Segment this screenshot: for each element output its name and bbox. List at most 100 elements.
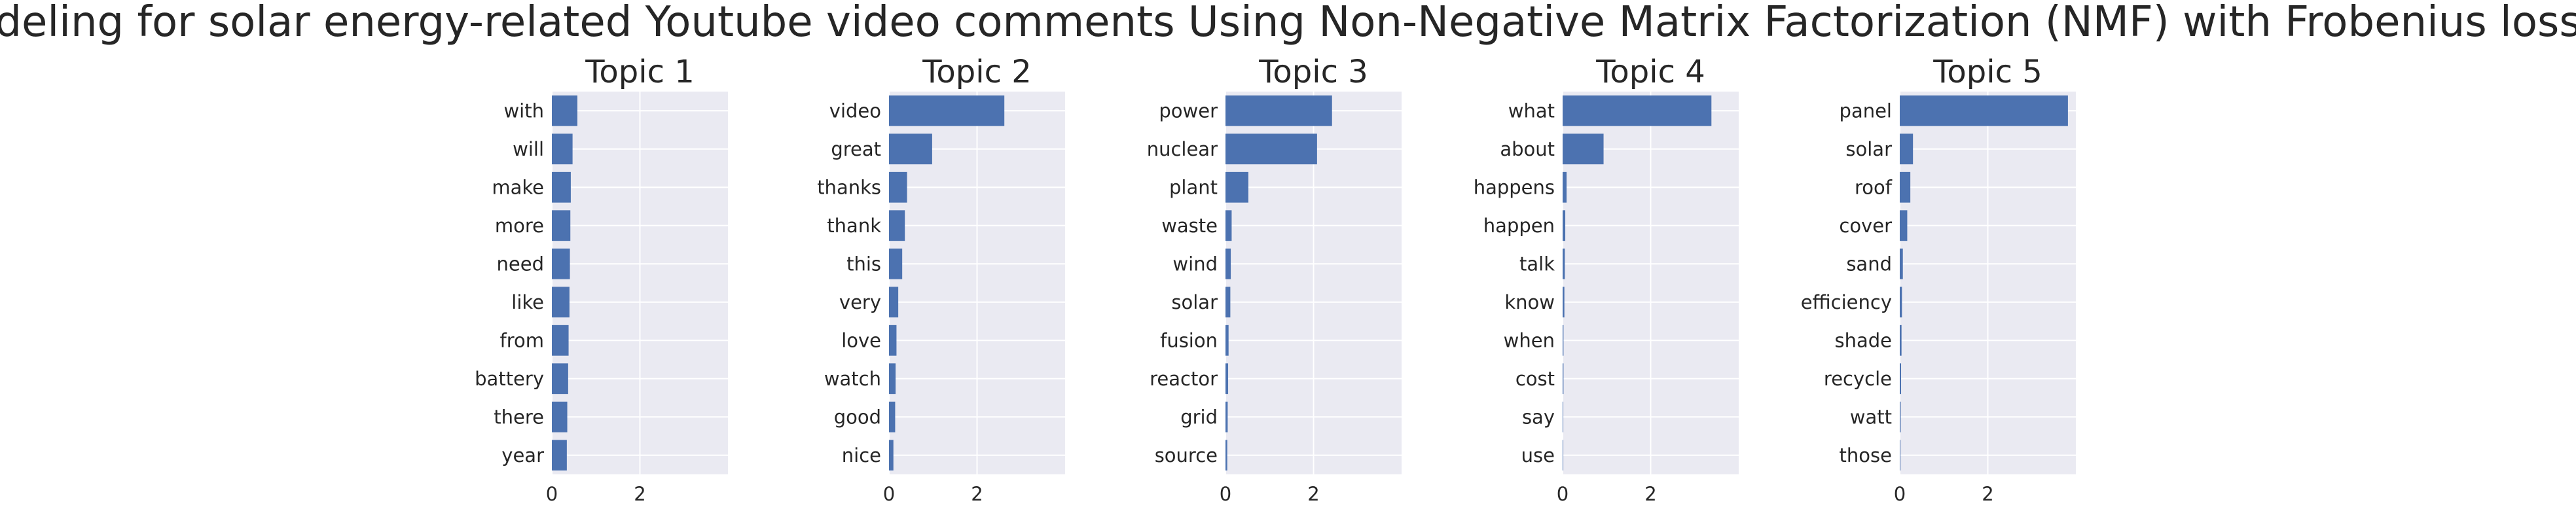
x-tick-label: 0 [1557,483,1569,505]
bar [552,95,578,126]
bar [1900,325,1902,356]
word-label: very [839,291,881,313]
bar [552,440,567,471]
word-label: cost [1515,368,1555,390]
bar [1900,210,1908,241]
word-label: wind [1172,253,1218,275]
word-label: love [841,329,881,351]
bar [552,133,573,165]
bar [1225,325,1229,356]
word-label: this [846,253,881,275]
bar [889,248,903,279]
bar [889,363,896,395]
topic-panel-4: what about happens happen talk know when cost sa… [1474,54,1739,505]
word-label: when [1504,329,1555,351]
bar [552,401,568,432]
topic-title: Topic 2 [922,54,1032,90]
word-label: like [511,291,544,313]
bar [1900,133,1914,165]
bar [552,171,571,203]
figure-title: Topic modeling for solar energy-related … [0,0,2576,46]
bar [889,325,897,356]
x-tick-label: 2 [971,483,983,505]
word-label: happens [1474,176,1555,198]
word-label: watch [824,368,881,390]
topic-panel-3: power nuclear plant waste wind solar fusion rea… [1147,54,1402,505]
bar [889,171,907,203]
word-label: happen [1483,215,1555,237]
bar [889,210,905,241]
word-label: say [1522,406,1555,428]
word-label: video [829,99,881,122]
bar [1900,363,1902,395]
bar [1225,133,1317,165]
word-label: watt [1850,406,1892,428]
bar [552,210,571,241]
word-label: talk [1519,253,1555,275]
bar [1900,171,1911,203]
bar [1900,248,1903,279]
word-label: plant [1169,176,1218,198]
word-label: power [1159,99,1218,122]
x-tick-label: 2 [1982,483,1993,505]
bar [1900,287,1902,318]
bar [889,401,896,432]
bar [552,325,569,356]
word-label: from [500,329,545,351]
topic-title: Topic 5 [1932,54,2042,90]
word-label: year [501,444,544,467]
x-tick-label: 0 [883,483,895,505]
word-label: need [497,253,544,275]
bar [1563,210,1566,241]
topic-panel-1: with will make more need like from battery there… [475,54,728,505]
x-tick-label: 2 [1644,483,1656,505]
bar [889,440,894,471]
topic-title: Topic 3 [1258,54,1368,90]
word-label: solar [1845,138,1892,160]
topic-title: Topic 4 [1595,54,1705,90]
bar [1225,171,1248,203]
bar [1563,171,1567,203]
bar [1225,287,1231,318]
word-label: those [1840,444,1892,467]
bar [1225,248,1231,279]
bar [1563,95,1712,126]
word-label: roof [1855,176,1893,198]
bar [1225,363,1229,395]
word-label: there [494,406,544,428]
word-label: more [495,215,544,237]
bar [552,248,570,279]
word-label: good [834,406,881,428]
bar [1225,440,1227,471]
bar [1225,401,1228,432]
bar [552,363,568,395]
word-label: about [1500,138,1555,160]
bar [1563,133,1604,165]
x-tick-label: 0 [1220,483,1231,505]
bar [1225,210,1232,241]
word-label: nuclear [1147,138,1218,160]
word-label: make [492,176,544,198]
x-tick-label: 2 [1307,483,1319,505]
bar [1563,287,1565,318]
bar [889,133,932,165]
word-label: panel [1840,99,1892,122]
x-tick-label: 0 [1894,483,1906,505]
word-label: efficiency [1801,291,1892,313]
word-label: grid [1180,406,1218,428]
x-tick-label: 0 [546,483,558,505]
word-label: thank [827,215,881,237]
word-label: with [503,99,544,122]
bar [889,287,899,318]
word-label: fusion [1160,329,1218,351]
bar [1225,95,1332,126]
topic-title: Topic 1 [585,54,695,90]
topic-panel-2: video great thanks thank this very love watch go… [817,54,1065,505]
bar [889,95,1005,126]
word-label: solar [1171,291,1218,313]
word-label: source [1155,444,1218,467]
word-label: battery [475,368,544,390]
word-label: cover [1839,215,1892,237]
bar [1900,95,2068,126]
